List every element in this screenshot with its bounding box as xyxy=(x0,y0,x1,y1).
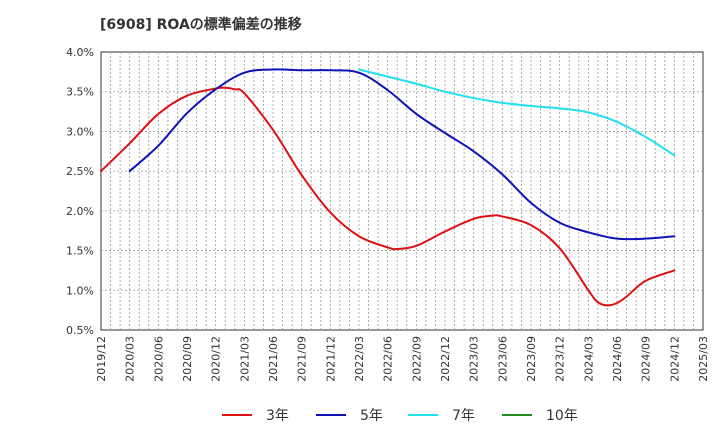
x-tick-label: 2025/03 xyxy=(697,336,710,382)
chart-title: [6908] ROAの標準偏差の推移 xyxy=(100,17,302,33)
x-tick-label: 2020/06 xyxy=(152,336,165,382)
x-axis-ticks: 2019/12 2020/03 2020/06 2020/09 2020/12 2021/… xyxy=(95,336,710,382)
y-tick-label: 1.5% xyxy=(66,245,94,258)
plot-area xyxy=(100,51,704,331)
x-tick-label: 2023/09 xyxy=(525,336,538,382)
y-tick-label: 3.0% xyxy=(66,125,94,138)
legend-label-3y: 3年 xyxy=(266,408,289,424)
x-tick-label: 2020/09 xyxy=(181,336,194,382)
y-tick-label: 3.5% xyxy=(66,86,94,99)
x-tick-label: 2024/12 xyxy=(668,336,681,382)
legend-label-10y: 10年 xyxy=(546,408,578,424)
x-tick-label: 2024/06 xyxy=(611,336,624,382)
y-tick-label: 1.0% xyxy=(66,284,94,297)
legend-item-5y: 5年 xyxy=(316,403,383,427)
series-line-0 xyxy=(100,86,676,307)
y-tick-label: 2.0% xyxy=(66,205,94,218)
legend-swatch-10y xyxy=(502,414,532,416)
legend-swatch-7y xyxy=(408,414,438,416)
series-line-1 xyxy=(128,68,676,241)
x-tick-label: 2023/06 xyxy=(496,336,509,382)
legend-label-5y: 5年 xyxy=(360,408,383,424)
x-tick-label: 2021/09 xyxy=(296,336,309,382)
legend-item-7y: 7年 xyxy=(408,403,475,427)
y-axis-ticks: 0.5% 1.0% 1.5% 2.0% 2.5% 3.0% 3.5% 4.0% xyxy=(66,46,94,337)
x-tick-label: 2022/09 xyxy=(410,336,423,382)
x-tick-label: 2021/12 xyxy=(324,336,337,382)
x-tick-label: 2024/09 xyxy=(640,336,653,382)
x-tick-label: 2022/12 xyxy=(439,336,452,382)
legend-item-10y: 10年 xyxy=(502,403,578,427)
x-tick-label: 2021/06 xyxy=(267,336,280,382)
legend-item-3y: 3年 xyxy=(222,403,289,427)
x-tick-label: 2023/12 xyxy=(554,336,567,382)
x-tick-label: 2020/03 xyxy=(124,336,137,382)
x-tick-label: 2024/03 xyxy=(582,336,595,382)
y-tick-label: 4.0% xyxy=(66,46,94,59)
x-tick-label: 2019/12 xyxy=(95,336,108,382)
legend-label-7y: 7年 xyxy=(452,408,475,424)
x-tick-label: 2022/03 xyxy=(353,336,366,382)
x-tick-label: 2022/06 xyxy=(382,336,395,382)
x-tick-label: 2020/12 xyxy=(210,336,223,382)
legend-swatch-5y xyxy=(316,414,346,416)
legend: 3年 5年 7年 10年 xyxy=(0,403,720,427)
y-tick-label: 2.5% xyxy=(66,165,94,178)
series-line-2 xyxy=(358,68,676,157)
y-tick-label: 0.5% xyxy=(66,324,94,337)
x-tick-label: 2021/03 xyxy=(238,336,251,382)
x-tick-label: 2023/03 xyxy=(468,336,481,382)
legend-swatch-3y xyxy=(222,414,252,416)
series-lines xyxy=(100,68,676,307)
